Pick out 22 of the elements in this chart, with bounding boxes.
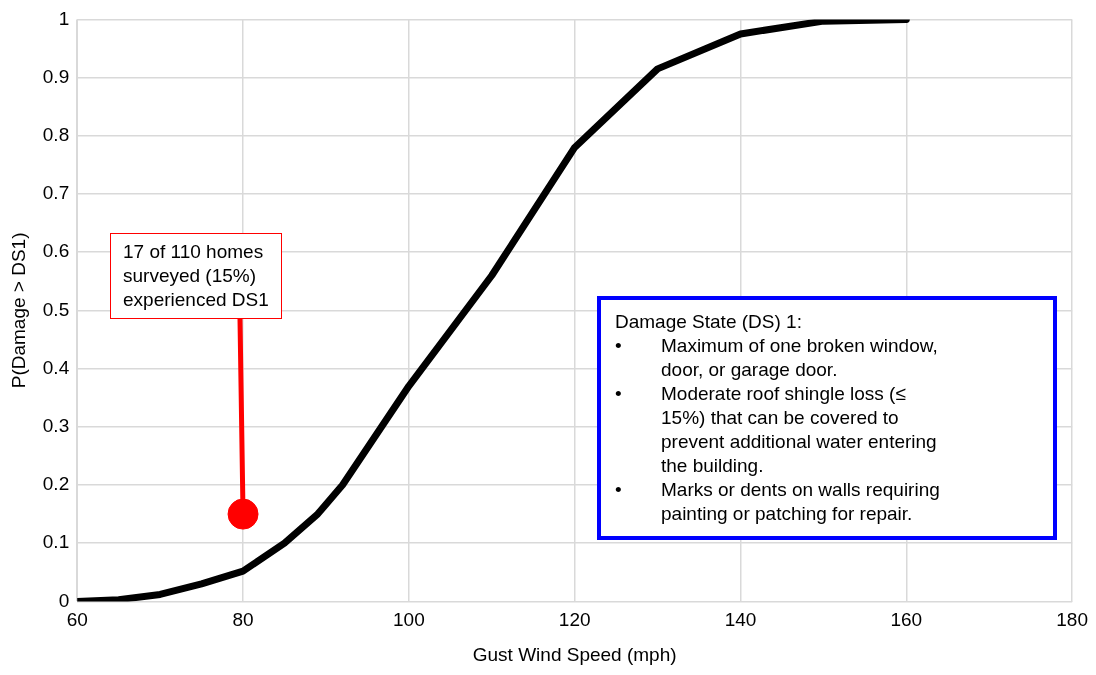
x-tick-label: 100	[393, 609, 425, 631]
text-box: Damage State (DS) 1: • Maximum of one broken window, door, or garage door. • Moderate roof shingle loss (≤ 15%) that can be covered to prevent additional water entering the building. • Marks or dents on walls requiring painting or patching for repair.	[597, 296, 1057, 540]
x-tick-label: 180	[1056, 609, 1088, 631]
y-tick-label: 0.4	[42, 356, 70, 378]
y-tick-label: 0.8	[42, 124, 70, 146]
y-tick-label: 0	[58, 589, 70, 611]
x-tick-label: 60	[66, 609, 88, 631]
y-tick-label: 1	[58, 7, 70, 29]
x-axis-title: Gust Wind Speed (mph)	[472, 643, 677, 665]
y-axis-title: P(Damage > DS1)	[7, 232, 29, 389]
y-tick-label: 0.7	[42, 182, 70, 204]
y-tick-label: 0.2	[42, 473, 70, 495]
y-tick-label: 0.3	[42, 415, 70, 437]
y-tick-label: 0.9	[42, 65, 70, 87]
x-tick-label: 140	[724, 609, 757, 631]
callout-box: 17 of 110 homes surveyed (15%) experienced DS1	[110, 233, 282, 319]
y-tick-label: 0.6	[42, 240, 70, 262]
x-tick-label: 80	[232, 609, 254, 631]
x-tick-label: 120	[558, 609, 591, 631]
x-tick-label: 160	[890, 609, 923, 631]
y-tick-label: 0.1	[42, 531, 70, 553]
y-tick-label: 0.5	[42, 298, 70, 320]
